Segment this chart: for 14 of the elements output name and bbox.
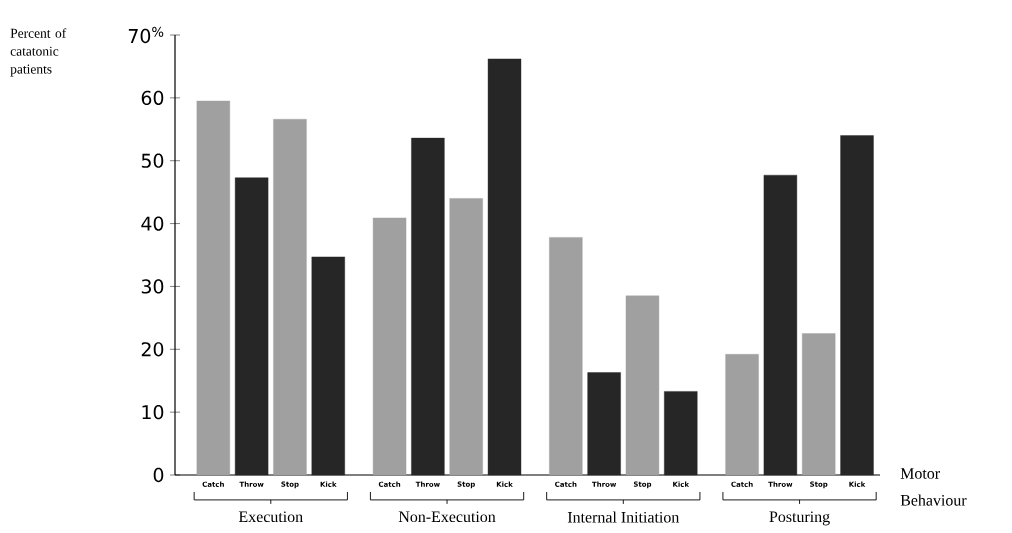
x-axis-title: Motor Behaviour <box>900 468 967 506</box>
text: Internal Initiation <box>567 511 680 523</box>
y-tick-label: 50 <box>141 153 164 168</box>
text: Posturing <box>769 511 830 526</box>
y-tick-label: 70$^{%}$ <box>128 26 164 44</box>
y-tick-label: 30 <box>141 279 164 294</box>
text: Non-Execution <box>398 511 496 523</box>
y-axis-title: Percent of catatonic patients <box>10 28 67 77</box>
y-tick-label: 20 <box>141 342 164 357</box>
y-tick-label: 60 <box>141 90 164 106</box>
y-tick-label: 0 <box>153 467 164 483</box>
y-tick-label: 40 <box>141 216 164 231</box>
text: Execution <box>238 511 303 523</box>
y-tick-label: 10 <box>142 404 164 420</box>
